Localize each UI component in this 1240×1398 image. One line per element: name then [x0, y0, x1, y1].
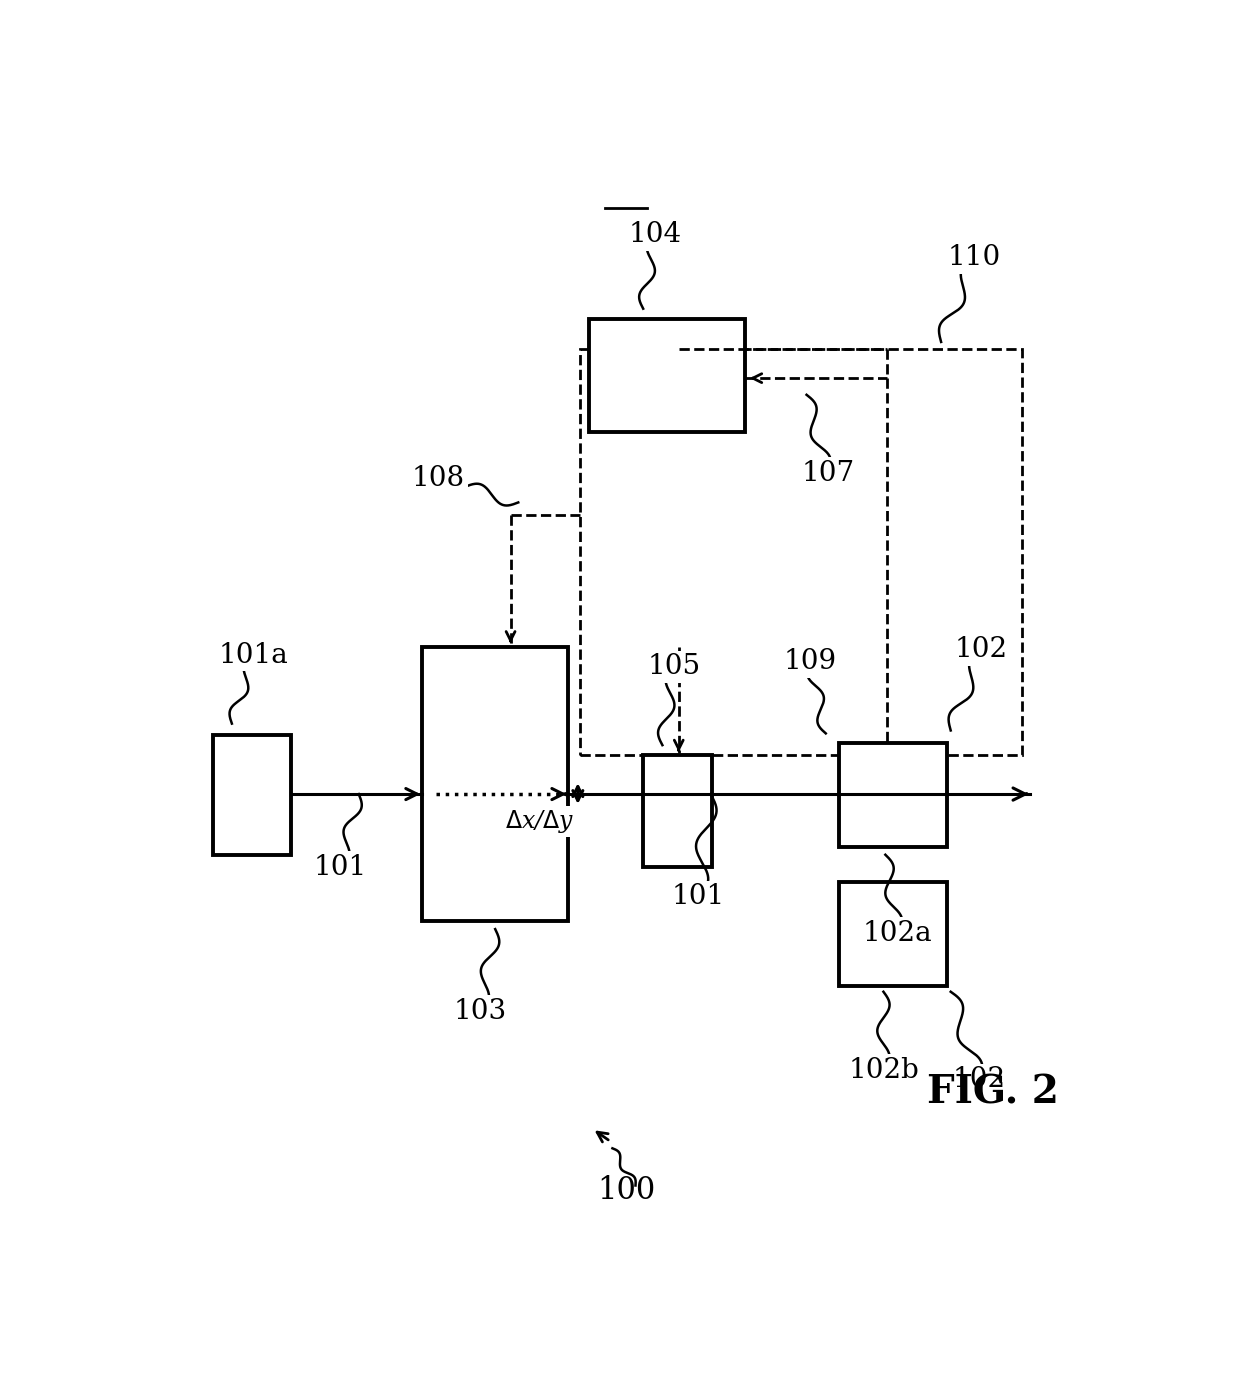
Bar	[589, 320, 745, 432]
Text: 102: 102	[954, 1067, 1006, 1093]
Text: 109: 109	[784, 649, 837, 675]
Text: 101: 101	[671, 884, 724, 910]
Bar	[839, 744, 947, 847]
Text: 102b: 102b	[848, 1057, 919, 1083]
Text: 102: 102	[955, 636, 1008, 663]
Bar	[839, 882, 947, 986]
Bar	[644, 755, 712, 867]
Text: 104: 104	[629, 221, 681, 247]
Text: 110: 110	[947, 245, 1001, 271]
Text: 101: 101	[314, 854, 367, 881]
Text: 105: 105	[647, 653, 701, 681]
Text: 108: 108	[412, 466, 465, 492]
Text: 103: 103	[454, 998, 506, 1025]
Text: 102a: 102a	[863, 920, 932, 946]
Bar	[422, 647, 568, 921]
Text: 107: 107	[801, 460, 854, 487]
Text: 101a: 101a	[218, 642, 288, 668]
Text: FIG. 2: FIG. 2	[928, 1074, 1059, 1111]
Bar	[580, 348, 1022, 755]
Text: $\Delta$x/$\Delta$y: $\Delta$x/$\Delta$y	[505, 808, 574, 835]
Bar	[213, 735, 291, 854]
Text: 100: 100	[596, 1174, 655, 1206]
